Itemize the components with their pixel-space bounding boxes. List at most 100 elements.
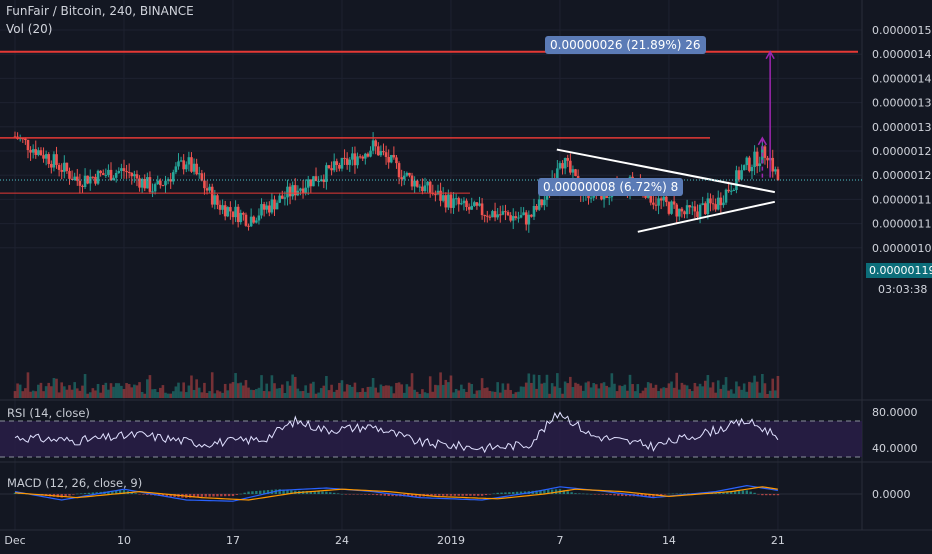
volume-bar: [667, 383, 671, 398]
candle-body: [589, 197, 593, 199]
candle-body: [371, 140, 375, 151]
candle-body: [356, 156, 359, 166]
price-axis-label: 0.00000125: [872, 145, 932, 158]
candle-body: [229, 207, 232, 212]
macd-histogram-bar: [667, 493, 671, 495]
candle-body: [740, 170, 743, 180]
volume-bar: [402, 392, 406, 398]
volume-bar: [309, 383, 313, 398]
volume-bar: [654, 384, 658, 398]
volume-bar: [768, 390, 772, 398]
macd-histogram-bar: [282, 489, 285, 494]
volume-bar: [597, 388, 601, 398]
macd-histogram-bar: [492, 493, 495, 495]
candle-body: [496, 214, 499, 218]
volume-bar: [473, 393, 476, 398]
price-axis-label: 0.00000105: [872, 242, 932, 255]
candle-body: [135, 174, 139, 179]
volume-bar: [291, 374, 294, 398]
macd-histogram-bar: [161, 494, 165, 497]
volume-bar: [153, 388, 157, 398]
volume-bar: [727, 390, 730, 398]
candle-body: [361, 156, 365, 159]
macd-histogram-bar: [83, 493, 87, 494]
candle-body: [143, 178, 147, 189]
time-axis-label: 7: [556, 534, 563, 547]
volume-bar: [190, 375, 193, 398]
candle-body: [537, 199, 541, 210]
volume-bar: [358, 392, 362, 398]
volume-bar: [275, 388, 279, 398]
volume-bar: [330, 384, 333, 398]
volume-bar: [550, 383, 554, 398]
candle-body: [473, 202, 476, 206]
volume-bar: [148, 375, 152, 398]
macd-histogram-bar: [95, 492, 98, 494]
volume-bar: [467, 382, 471, 398]
volume-bar: [231, 382, 235, 398]
candle-body: [156, 180, 160, 185]
macd-histogram-bar: [582, 493, 585, 495]
price-axis-label: 0.00000120: [872, 169, 932, 182]
volume-bar: [133, 384, 136, 398]
candle-body: [483, 215, 486, 217]
macd-histogram-bar: [484, 494, 488, 496]
volume-bar: [548, 393, 551, 398]
candle-body: [151, 191, 154, 193]
volume-bar: [444, 379, 448, 398]
macd-histogram-bar: [262, 490, 266, 494]
macd-histogram-bar: [722, 491, 725, 494]
time-axis-label: 24: [335, 534, 349, 547]
macd-histogram-bar: [441, 494, 445, 496]
volume-bar: [659, 388, 663, 398]
volume-bar: [478, 390, 481, 398]
volume-bar: [86, 393, 89, 398]
macd-histogram-bar: [130, 492, 133, 494]
volume-bar: [351, 386, 354, 398]
candle-body: [771, 157, 775, 172]
candle-body: [39, 150, 43, 156]
macd-histogram-bar: [290, 490, 293, 494]
macd-histogram-bar: [500, 492, 503, 494]
volume-bar: [268, 391, 271, 398]
volume-bar: [208, 391, 211, 398]
volume-bar: [431, 391, 435, 398]
candle-body: [452, 198, 455, 208]
candle-body: [345, 158, 349, 165]
candle-body: [540, 199, 544, 206]
volume-bar: [522, 386, 525, 398]
macd-histogram-bar: [169, 494, 172, 497]
candle-body: [68, 171, 71, 179]
volume-bar: [364, 391, 367, 398]
candle-body: [218, 204, 222, 210]
volume-bar: [109, 383, 113, 398]
volume-bar: [112, 386, 115, 398]
candle-body: [190, 157, 193, 172]
macd-histogram-bar: [574, 493, 577, 494]
volume-bar: [613, 383, 616, 398]
volume-bar: [140, 391, 144, 398]
macd-histogram-bar: [539, 490, 542, 494]
macd-histogram-bar: [251, 491, 254, 494]
macd-histogram-bar: [371, 494, 375, 495]
volume-bar: [327, 390, 331, 398]
candle-body: [306, 179, 310, 188]
volume-bar: [187, 385, 191, 398]
macd-histogram-bar: [679, 493, 682, 494]
rsi-axis-label: 80.0000: [872, 406, 918, 419]
volume-bar: [527, 373, 531, 398]
macd-histogram-bar: [414, 494, 418, 497]
volume-bar: [623, 384, 627, 398]
candle-body: [52, 154, 56, 168]
candle-body: [130, 172, 134, 177]
volume-bar: [63, 386, 66, 398]
volume-bar: [514, 392, 518, 398]
volume-bar: [543, 382, 546, 398]
volume-bar: [556, 373, 559, 398]
candle-body: [776, 169, 780, 181]
macd-histogram-bar: [757, 494, 760, 495]
volume-bar: [366, 386, 370, 398]
candle-body: [314, 176, 318, 182]
